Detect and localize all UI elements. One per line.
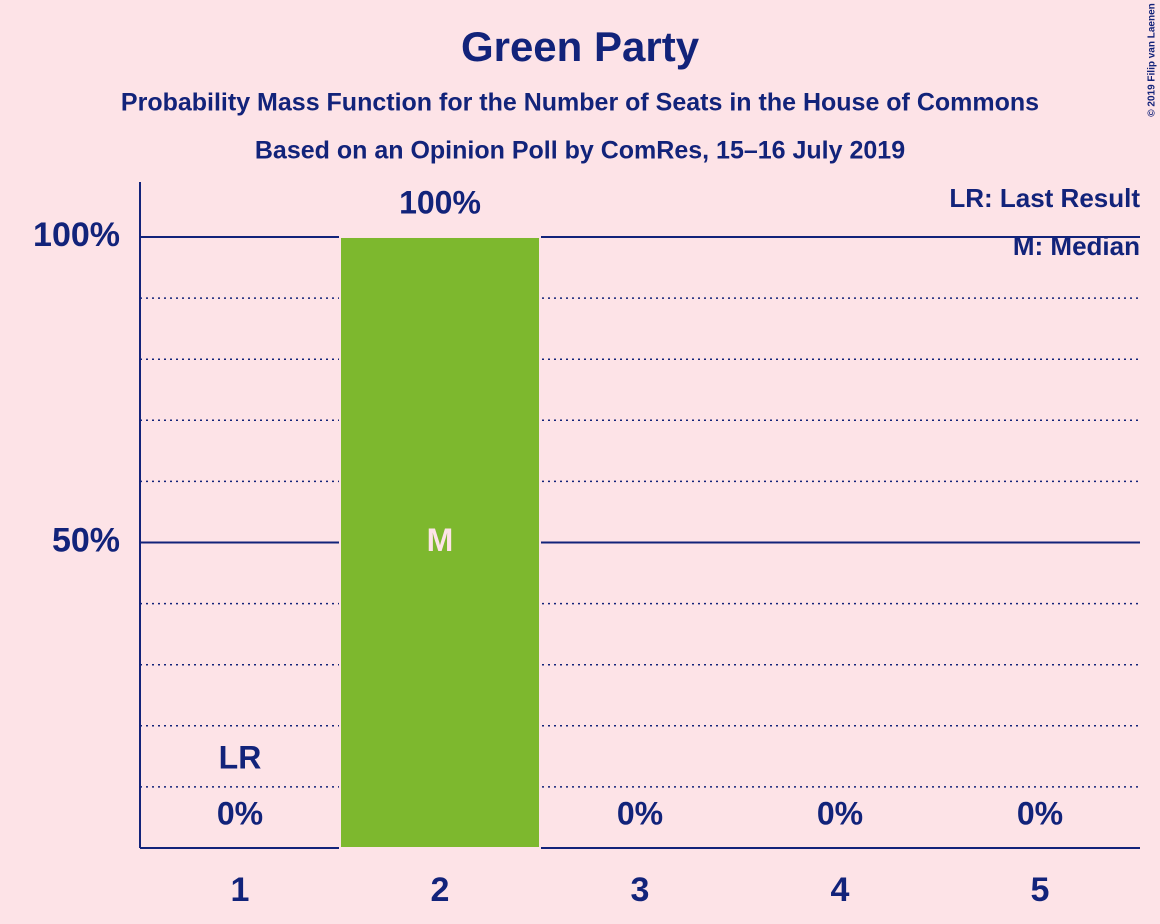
x-tick-label: 3 [631, 871, 650, 909]
bar [339, 235, 541, 849]
x-tick-label: 4 [831, 871, 850, 909]
legend-entry: LR: Last Result [949, 183, 1140, 213]
chart-title: Green Party [461, 23, 700, 70]
chart-subtitle: Based on an Opinion Poll by ComRes, 15–1… [255, 137, 905, 165]
value-label: 0% [1017, 795, 1063, 831]
x-tick-label: 1 [231, 871, 250, 909]
value-label: 100% [399, 184, 481, 220]
x-tick-label: 2 [431, 871, 450, 909]
x-tick-label: 5 [1031, 871, 1050, 909]
legend-entry: M: Median [1013, 231, 1140, 261]
chart-subtitle: Probability Mass Function for the Number… [121, 89, 1039, 117]
median-marker: M [427, 522, 454, 558]
y-tick-label: 100% [33, 216, 120, 254]
y-tick-label: 50% [52, 521, 120, 559]
credit: © 2019 Filip van Laenen [1147, 3, 1158, 117]
value-label: 0% [217, 795, 263, 831]
value-label: 0% [817, 795, 863, 831]
last-result-marker: LR [219, 739, 262, 775]
value-label: 0% [617, 795, 663, 831]
